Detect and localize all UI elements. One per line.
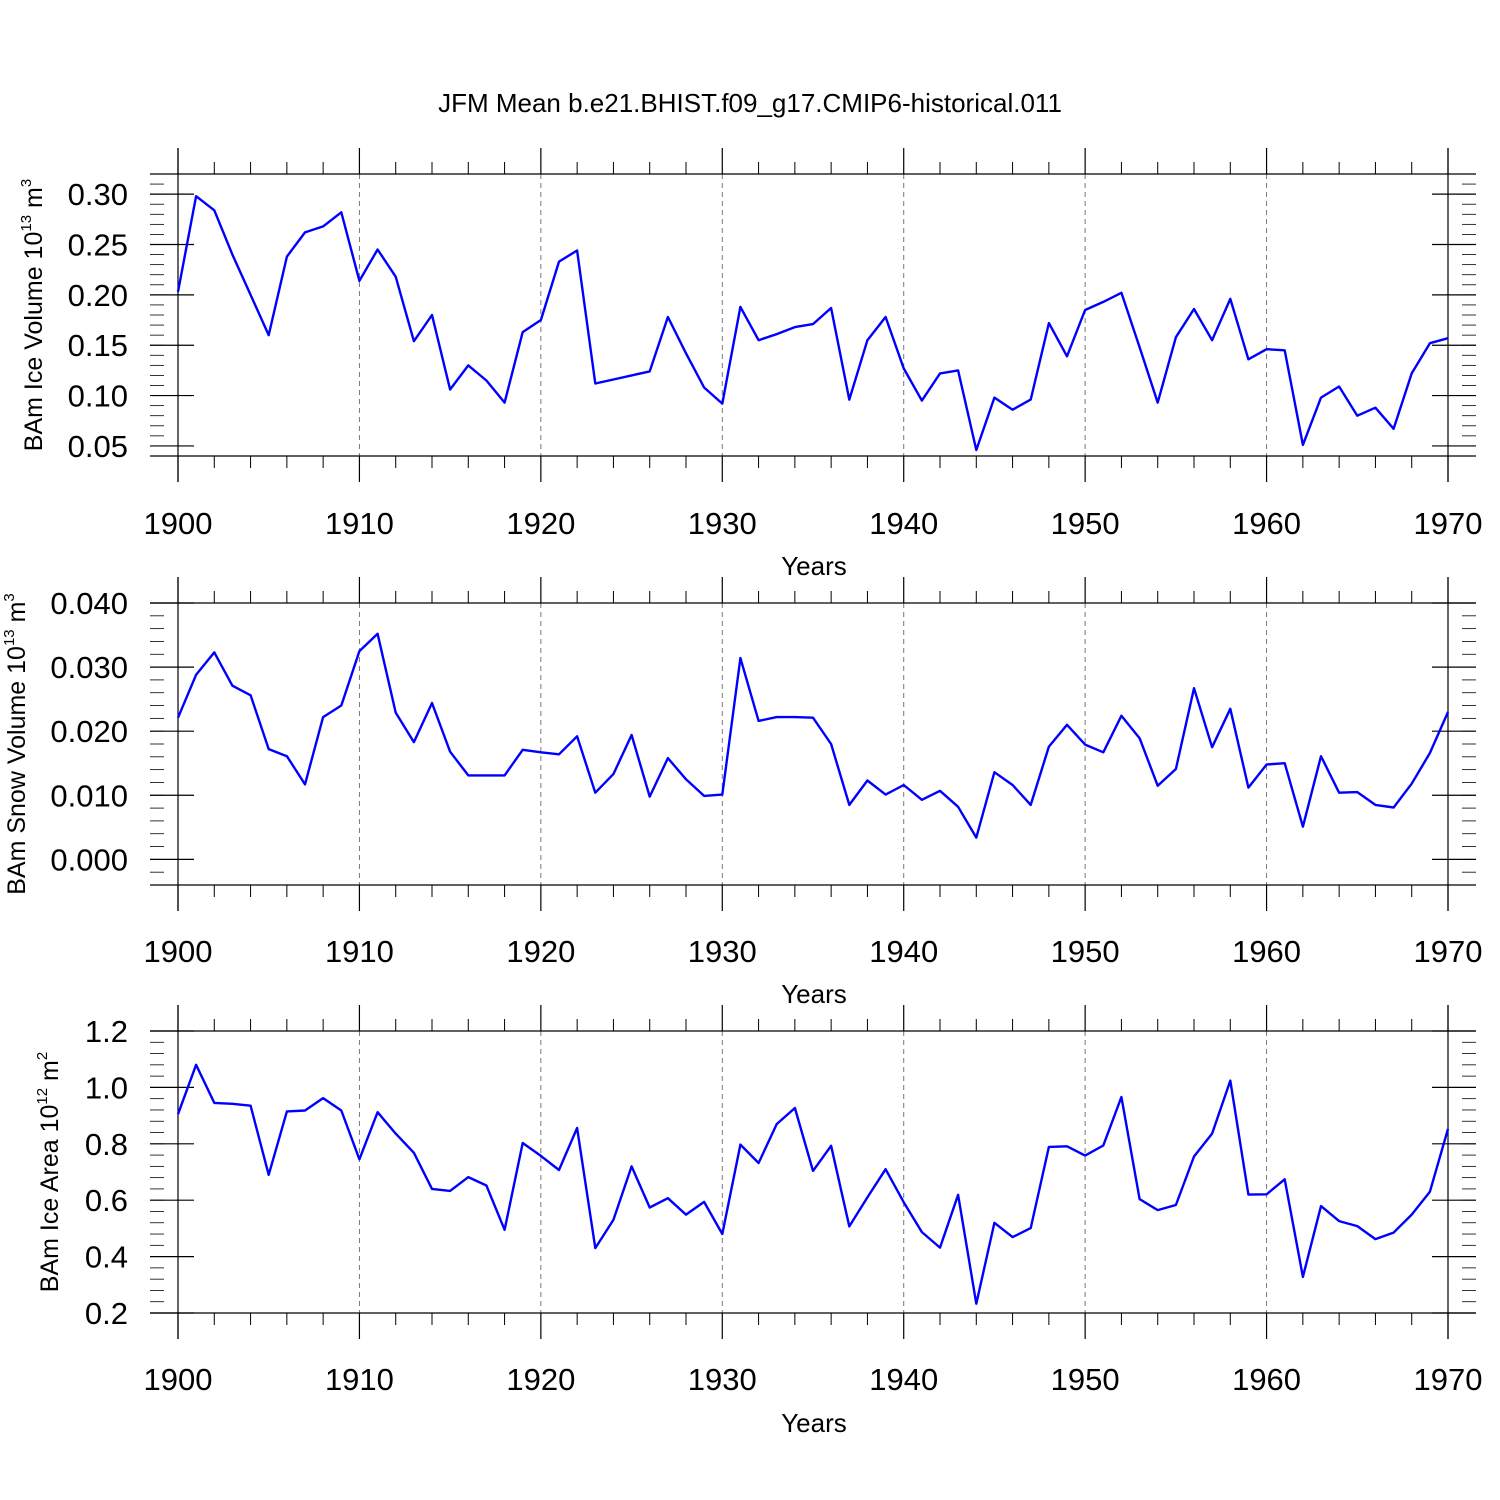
y-axis-label: BAm Snow Volume 1013 m3 [1,593,31,895]
ytick-label: 0.10 [68,379,128,414]
y-axis-label-exponent: 13 [1,629,18,646]
xtick-label: 1930 [688,934,757,969]
xtick-label: 1910 [325,506,394,541]
xtick-label: 1930 [688,506,757,541]
xtick-label: 1920 [506,506,575,541]
xtick-label: 1910 [325,1362,394,1397]
ytick-label: 0.030 [50,650,128,685]
xtick-label: 1900 [144,934,213,969]
y-axis-label: BAm Ice Area 1012 m2 [34,1052,64,1292]
panel-1: 1900 1910 1920 1930 1940 1950 1960 1970 0.05 0.10… [18,148,1482,581]
ytick-label: 0.8 [85,1127,128,1162]
y-axis-label-exponent: 13 [18,215,35,232]
xtick-label: 1900 [144,1362,213,1397]
xtick-label: 1940 [869,934,938,969]
xtick-label: 1970 [1414,506,1483,541]
y-axis-label-unit-exponent: 2 [34,1052,51,1060]
y-axis-label-base: BAm Snow Volume 10 [3,646,31,895]
y-axis-label: BAm Ice Volume 1013 m3 [18,179,48,451]
ytick-label: 0.040 [50,586,128,621]
y-axis-label-exponent: 12 [34,1088,51,1105]
y-axis-label-unit: m [3,602,31,630]
xtick-label: 1970 [1414,1362,1483,1397]
xtick-label: 1920 [506,934,575,969]
xtick-label: 1940 [869,1362,938,1397]
x-axis-label: Years [781,551,847,581]
y-axis-label-unit-exponent: 3 [1,593,18,601]
xtick-label: 1950 [1051,506,1120,541]
y-axis-label-base: BAm Ice Volume 10 [20,232,48,452]
y-axis-label-unit: m [36,1060,64,1088]
ytick-label: 1.0 [85,1070,128,1105]
xtick-label: 1970 [1414,934,1483,969]
ytick-label: 0.6 [85,1183,128,1218]
x-axis-label: Years [781,1408,847,1438]
figure-title: JFM Mean b.e21.BHIST.f09_g17.CMIP6-histo… [438,88,1062,118]
y-axis-label-unit-exponent: 3 [18,179,35,187]
data-series-line [176,1063,1450,1305]
ytick-label: 0.25 [68,228,128,263]
ytick-label: 0.000 [50,842,128,877]
ytick-label: 0.010 [50,778,128,813]
xtick-label: 1960 [1232,934,1301,969]
data-series-line [176,632,1450,839]
xtick-label: 1950 [1051,934,1120,969]
ytick-label: 0.30 [68,177,128,212]
panel-3: 1900 1910 1920 1930 1940 1950 1960 1970 0.2 0.4 0.… [34,1005,1482,1438]
xtick-label: 1920 [506,1362,575,1397]
panel-2: 1900 1910 1920 1930 1940 1950 1960 1970 0.000 0.0… [1,577,1482,1009]
data-series-line [176,194,1449,452]
xtick-label: 1910 [325,934,394,969]
xtick-label: 1960 [1232,1362,1301,1397]
x-axis-label: Years [781,979,847,1009]
ytick-label: 0.020 [50,714,128,749]
y-axis-label-base: BAm Ice Area 10 [36,1105,64,1293]
xtick-label: 1950 [1051,1362,1120,1397]
ytick-label: 0.15 [68,328,128,363]
y-axis-label-unit: m [20,187,48,215]
xtick-label: 1900 [144,506,213,541]
ytick-label: 0.20 [68,278,128,313]
ytick-label: 0.05 [68,429,128,464]
xtick-label: 1930 [688,1362,757,1397]
xtick-label: 1940 [869,506,938,541]
ytick-label: 1.2 [85,1014,128,1049]
xtick-label: 1960 [1232,506,1301,541]
ytick-label: 0.4 [85,1240,128,1275]
ytick-label: 0.2 [85,1296,128,1331]
